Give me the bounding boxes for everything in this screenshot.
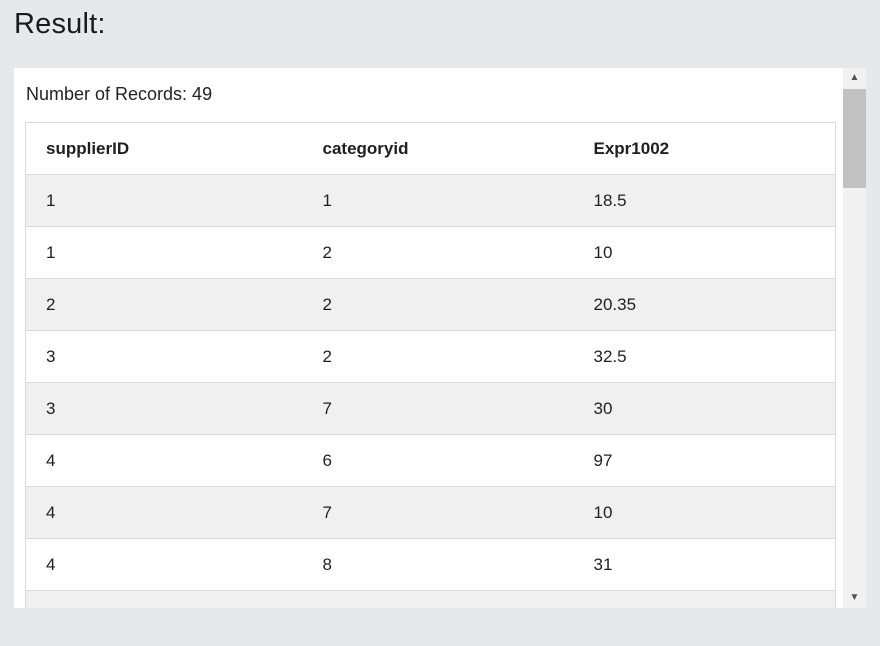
table-header-row: supplierID categoryid Expr1002 (25, 122, 836, 175)
cell-supplierid: 4 (46, 502, 56, 522)
result-panel: Number of Records: 49 supplierID categor… (14, 68, 866, 608)
result-table: supplierID categoryid Expr1002 1 1 18.5 … (25, 122, 836, 608)
column-header-supplierid: supplierID (25, 122, 303, 175)
up-arrow-icon: ▲ (849, 72, 860, 83)
column-header-expr1002: Expr1002 (573, 122, 836, 175)
vertical-scrollbar[interactable]: ▲ ▼ (843, 68, 866, 608)
table-row: 3 2 32.5 (25, 330, 836, 383)
table-row: 4 7 10 (25, 486, 836, 539)
scroll-down-button[interactable]: ▼ (843, 588, 866, 608)
cell-categoryid: 2 (322, 242, 332, 262)
page-title: Result: (14, 8, 106, 40)
table-row: 4 6 97 (25, 434, 836, 487)
cell-categoryid: 2 (322, 346, 332, 366)
cell-supplierid: 1 (46, 242, 56, 262)
cell-categoryid: 2 (322, 294, 332, 314)
cell-supplierid: 4 (46, 554, 56, 574)
table-row: 3 7 30 (25, 382, 836, 435)
cell-expr1002: 10 (593, 502, 613, 522)
table-row: 4 8 31 (25, 538, 836, 591)
scroll-up-button[interactable]: ▲ (843, 68, 866, 88)
cell-expr1002: 32.5 (593, 346, 627, 366)
cell-supplierid: 1 (46, 190, 56, 210)
cell-expr1002: 30 (593, 398, 613, 418)
cell-expr1002: 97 (593, 450, 613, 470)
table-row: 2 2 20.35 (25, 278, 836, 331)
column-header-categoryid: categoryid (302, 122, 574, 175)
cell-categoryid (303, 591, 574, 609)
cell-expr1002: 10 (593, 242, 613, 262)
cell-supplierid: 3 (46, 398, 56, 418)
down-arrow-icon: ▼ (849, 592, 860, 603)
record-count-text: Number of Records: 49 (26, 84, 213, 104)
cell-supplierid (26, 591, 303, 609)
scrollbar-thumb[interactable] (843, 89, 866, 188)
cell-expr1002: 31 (593, 554, 613, 574)
cell-expr1002 (574, 591, 836, 609)
cell-supplierid: 3 (46, 346, 56, 366)
cell-categoryid: 7 (322, 502, 332, 522)
cell-categoryid: 6 (322, 450, 332, 470)
table-row: 1 2 10 (25, 226, 836, 279)
cell-categoryid: 8 (322, 554, 332, 574)
cell-categoryid: 1 (322, 190, 332, 210)
cell-categoryid: 7 (322, 398, 332, 418)
cell-expr1002: 20.35 (593, 294, 637, 314)
cell-supplierid: 4 (46, 450, 56, 470)
table-row-partial (25, 590, 836, 609)
table-row: 1 1 18.5 (25, 174, 836, 227)
cell-expr1002: 18.5 (593, 190, 627, 210)
cell-supplierid: 2 (46, 294, 56, 314)
